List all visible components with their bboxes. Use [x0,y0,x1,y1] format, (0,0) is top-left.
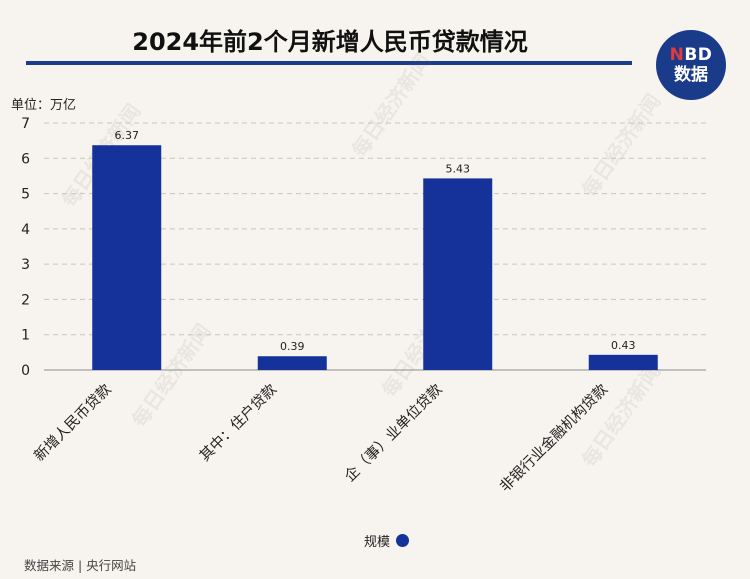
nbd-logo: NBD 数据 [656,30,726,100]
legend-swatch [396,534,410,547]
y-tick-label: 2 [21,292,30,308]
unit-label: 单位：万亿 [11,98,77,113]
y-tick-label: 4 [21,222,30,238]
legend: 规模 [364,531,410,550]
bar [588,354,658,370]
logo-text-shuju: 数据 [674,64,708,85]
legend-label: 规模 [364,535,391,550]
bar [257,356,327,370]
data-label: 0.43 [611,339,636,352]
y-tick-label: 3 [21,257,30,273]
source-note: 数据来源 | 央行网站 [24,558,137,573]
y-tick-label: 1 [21,328,30,344]
x-tick-label: 新增人民币贷款 [31,380,115,464]
data-label: 6.37 [115,129,140,142]
x-tick-label: 企（事）业单位贷款 [341,380,446,485]
x-tick-label: 其中：住户贷款 [196,380,280,464]
y-tick-label: 7 [21,116,30,132]
x-tick-label: 非银行业金融机构贷款 [497,380,612,495]
y-tick-label: 5 [21,187,30,203]
y-tick-label: 6 [21,151,30,167]
logo-letters-bd: BD [684,44,713,65]
data-label: 5.43 [446,162,471,175]
y-tick-label: 0 [21,363,30,379]
bar [92,145,162,370]
chart-title: 2024年前2个月新增人民币贷款情况 [132,28,528,56]
data-label: 0.39 [280,340,305,353]
bar [423,178,493,370]
logo-letter-n: N [669,44,685,65]
title-underline [26,61,632,65]
